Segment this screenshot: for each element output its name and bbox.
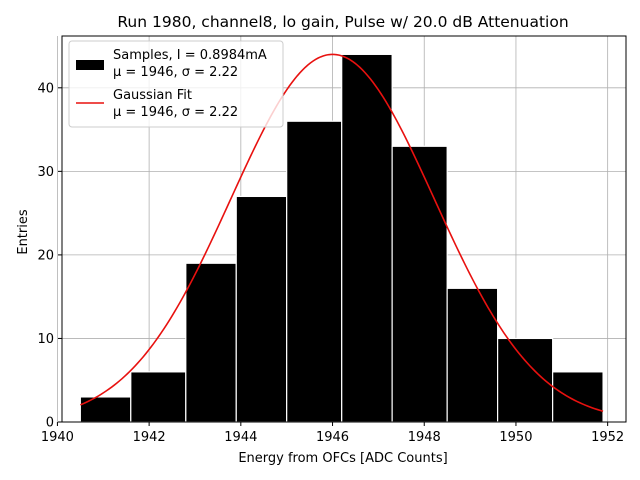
x-axis-label: Energy from OFCs [ADC Counts] (238, 451, 447, 466)
legend-samples-swatch (76, 60, 104, 70)
histogram-bar (391, 145, 448, 423)
axes-frame (61, 35, 627, 423)
y-axis-label: Entries (16, 209, 31, 255)
histogram-bar (235, 195, 288, 423)
x-tick-label: 1950 (499, 430, 532, 445)
x-tick-label: 1948 (408, 430, 441, 445)
histogram-bar (446, 287, 499, 423)
legend-samples-label: Samples, I = 0.8984mA (113, 48, 267, 63)
legend-fit-label: Gaussian Fit (113, 88, 192, 103)
histogram-bar (552, 371, 604, 423)
legend: Samples, I = 0.8984mA μ = 1946, σ = 2.22… (68, 40, 284, 128)
gaussian-fit-line (80, 53, 604, 413)
histogram-bar (341, 53, 393, 423)
x-tick-label: 1952 (591, 430, 624, 445)
y-tick-label: 0 (46, 416, 54, 431)
y-axis-ticks: 0 10 20 30 40 (37, 81, 62, 431)
histogram-bar (286, 120, 343, 423)
y-tick-label: 40 (37, 81, 54, 96)
histogram-bar (497, 337, 554, 423)
x-tick-label: 1942 (133, 430, 166, 445)
x-tick-label: 1946 (316, 430, 349, 445)
histogram-bars (79, 53, 604, 423)
x-axis-ticks: 1940 1942 1944 1946 1948 1950 1952 (41, 422, 624, 445)
legend-samples-stats: μ = 1946, σ = 2.22 (113, 65, 238, 80)
chart-title: Run 1980, channel8, lo gain, Pulse w/ 20… (117, 13, 568, 31)
histogram-bar (185, 262, 237, 423)
y-tick-label: 10 (37, 332, 54, 347)
legend-box (68, 40, 284, 128)
x-tick-label: 1940 (41, 430, 74, 445)
histogram-bar (130, 371, 187, 423)
y-tick-label: 30 (37, 165, 54, 180)
y-tick-label: 20 (37, 248, 54, 263)
legend-fit-stats: μ = 1946, σ = 2.22 (113, 105, 238, 120)
x-tick-label: 1944 (224, 430, 257, 445)
